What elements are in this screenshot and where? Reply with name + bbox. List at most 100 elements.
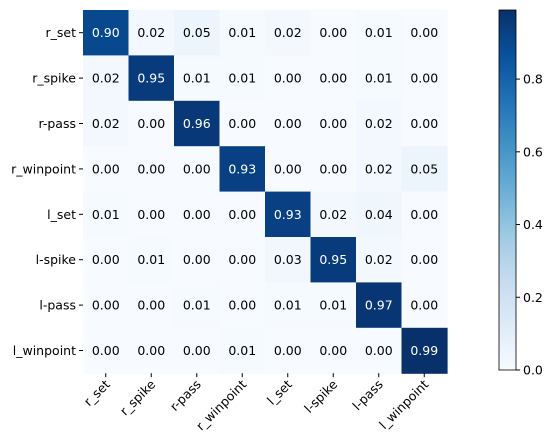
heatmap-cell-7-7 [401,327,448,374]
cell-value-label: 0.95 [319,252,347,267]
heatmap-cell-1-4 [265,55,312,102]
colorbar-tick-label: 0.8 [523,72,543,87]
y-tick-label: l-spike [36,252,77,267]
cell-value-label: 0.00 [274,161,302,176]
cell-value-label: 0.00 [365,343,393,358]
cell-value-label: 0.00 [137,298,165,313]
heatmap-cell-0-4 [265,10,312,56]
heatmap-cell-2-1 [128,100,175,147]
cell-value-label: 0.01 [365,71,393,86]
heatmap-cell-5-4 [265,237,312,283]
heatmap-cell-6-2 [174,282,221,329]
heatmap-cell-2-2 [174,100,221,147]
heatmap-cell-1-5 [310,55,357,102]
cell-value-label: 0.02 [274,25,302,40]
cell-value-label: 0.00 [183,161,211,176]
heatmap-cell-2-7 [401,100,448,147]
heatmap-cell-labels: 0.90 0.02 0.05 0.01 0.02 0.00 0.01 0.00 0.02 0.95… [92,25,438,358]
cell-value-label: 0.00 [410,207,438,222]
cell-value-label: 0.00 [137,343,165,358]
cell-value-label: 0.00 [319,25,347,40]
cell-value-label: 0.02 [365,116,393,131]
heatmap-cell-4-3 [219,191,266,238]
colorbar-gradient [498,9,517,371]
cell-value-label: 0.00 [137,207,165,222]
heatmap-cell-0-5 [310,10,357,56]
cell-value-label: 0.00 [410,25,438,40]
cell-value-label: 0.00 [228,252,256,267]
cell-value-label: 0.01 [92,207,120,222]
heatmap-cell-1-1 [128,55,175,102]
heatmap-cell-3-4 [265,146,312,193]
cell-value-label: 0.02 [319,207,347,222]
heatmap-cell-2-0 [83,100,130,147]
heatmap-cell-0-1 [128,10,175,56]
cell-value-label: 0.00 [92,343,120,358]
cell-value-label: 0.90 [92,25,120,40]
heatmap-cell-3-7 [401,146,448,193]
cell-value-label: 0.03 [274,252,302,267]
cell-value-label: 0.01 [137,252,165,267]
heatmap-cell-5-3 [219,237,266,283]
heatmap-cell-2-3 [219,100,266,147]
heatmap-cell-6-6 [356,282,403,329]
x-tick-label: l_winpoint [376,377,431,432]
heatmap-cell-6-0 [83,282,130,329]
cell-value-label: 0.00 [228,207,256,222]
cell-value-label: 0.00 [137,161,165,176]
heatmap-cell-5-7 [401,237,448,283]
y-tick-label: r-pass [39,116,76,131]
heatmap-cell-7-3 [219,327,266,374]
cell-value-label: 0.00 [183,252,211,267]
heatmap-cell-3-6 [356,146,403,193]
heatmap-cell-0-7 [401,10,448,56]
heatmap-cell-3-0 [83,146,130,193]
heatmap-cell-4-5 [310,191,357,238]
cell-value-label: 0.02 [92,116,120,131]
heatmap-cell-7-2 [174,327,221,374]
cell-value-label: 0.00 [183,343,211,358]
cell-value-label: 0.01 [183,298,211,313]
heatmap-cell-4-7 [401,191,448,238]
heatmap-cell-6-1 [128,282,175,329]
cell-value-label: 0.00 [274,343,302,358]
y-tick-label: r_spike [32,71,76,86]
cell-value-label: 0.00 [319,343,347,358]
heatmap-cell-0-6 [356,10,403,56]
cell-value-label: 0.99 [410,343,438,358]
x-tick-label: r_set [81,377,113,409]
cell-value-label: 0.93 [274,207,302,222]
heatmap-cell-1-2 [174,55,221,102]
heatmap-cell-4-1 [128,191,175,238]
heatmap-cell-6-7 [401,282,448,329]
heatmap-cell-0-3 [219,10,266,56]
heatmap-cell-0-2 [174,10,221,56]
cell-value-label: 0.00 [410,116,438,131]
colorbar-tick-label: 0.0 [523,363,543,378]
cell-value-label: 0.02 [365,252,393,267]
cell-value-label: 0.01 [365,25,393,40]
cell-value-label: 0.00 [410,252,438,267]
cell-value-label: 0.93 [228,161,256,176]
heatmap-cell-6-4 [265,282,312,329]
x-tick-label: l_set [264,377,295,408]
cell-value-label: 0.00 [274,116,302,131]
cell-value-label: 0.00 [137,116,165,131]
cell-value-label: 0.95 [137,71,165,86]
cell-value-label: 0.96 [183,116,211,131]
heatmap-cell-7-1 [128,327,175,374]
heatmap-cell-4-4 [265,191,312,238]
heatmap-cells [83,10,448,374]
y-axis-ticks: r_set r_spike r-pass r_winpoint l_set l-spike… [11,25,83,358]
heatmap-cell-7-5 [310,327,357,374]
cell-value-label: 0.02 [365,161,393,176]
heatmap-cell-4-6 [356,191,403,238]
heatmap-cell-7-6 [356,327,403,374]
y-tick-label: l-pass [39,298,76,313]
cell-value-label: 0.00 [410,71,438,86]
heatmap-cell-3-1 [128,146,175,193]
colorbar: 0.0 0.2 0.4 0.6 0.8 [498,9,543,378]
cell-value-label: 0.00 [228,298,256,313]
heatmap-cell-1-7 [401,55,448,102]
